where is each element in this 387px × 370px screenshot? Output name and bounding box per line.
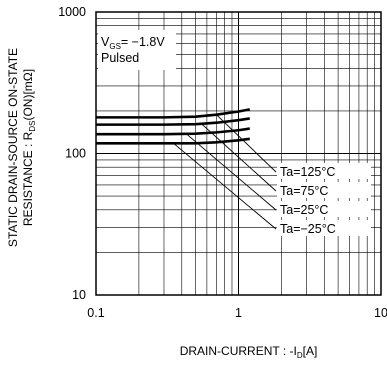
series-line-3	[96, 137, 250, 145]
series-leader-lines: Ta=125°C Ta=75°C Ta=25°C Ta=−25°C	[173, 114, 371, 236]
annotation-box	[98, 30, 176, 70]
chart-series	[96, 108, 251, 145]
series-label-bg-2	[277, 201, 371, 217]
series-label-0: Ta=125°C	[280, 165, 335, 179]
y-tick-label: 100	[65, 147, 86, 161]
series-leader-1	[201, 123, 277, 192]
annotation-pulsed: Pulsed	[101, 51, 139, 65]
annotation-vgs-main: V	[101, 35, 110, 49]
series-label-3: Ta=−25°C	[280, 222, 336, 236]
x-tick-label: 10	[374, 306, 387, 320]
series-label-bg-1	[277, 182, 371, 198]
y-axis-label-line2-tail: (ON)[mΩ]	[21, 69, 35, 121]
plot-frame	[95, 11, 382, 296]
annotation-vgs-value: = −1.8V	[121, 35, 165, 49]
series-line-1	[96, 117, 250, 126]
x-tick-label: 1	[235, 306, 242, 320]
series-leader-2	[185, 133, 277, 211]
y-tick-labels: 10 100 1000	[58, 5, 86, 302]
series-label-2: Ta=25°C	[280, 203, 328, 217]
annotation-vgs: VGS= −1.8V	[101, 35, 165, 51]
x-tick-labels: 0.1 1 10	[87, 306, 387, 320]
x-axis-label-tail: [A]	[303, 344, 318, 358]
y-axis-label-line2-sub: DS	[28, 121, 37, 132]
x-axis-label-main: DRAIN-CURRENT : -I	[180, 344, 297, 358]
y-axis-label-line2: RESISTANCE : RDS(ON)[mΩ]	[21, 69, 37, 226]
y-tick-label: 10	[72, 288, 86, 302]
y-axis-label-line2-main: RESISTANCE : R	[21, 131, 35, 226]
series-leader-0	[216, 114, 277, 173]
y-tick-label: 1000	[58, 5, 86, 19]
series-leader-3	[173, 142, 277, 230]
x-axis-label-sub: D	[297, 351, 303, 360]
x-axis-label: DRAIN-CURRENT : -ID[A]	[180, 344, 318, 360]
y-axis-label-line1: STATIC DRAIN-SOURCE ON-STATE	[6, 48, 20, 247]
series-label-bg-3	[277, 220, 371, 236]
series-line-2	[96, 127, 250, 136]
series-label-1: Ta=75°C	[280, 184, 328, 198]
series-label-bg-0	[277, 163, 371, 179]
x-tick-label: 0.1	[87, 306, 104, 320]
y-axis-label: STATIC DRAIN-SOURCE ON-STATE RESISTANCE …	[6, 48, 37, 247]
series-line-0	[96, 108, 251, 119]
annotation-vgs-sub: GS	[109, 42, 121, 51]
